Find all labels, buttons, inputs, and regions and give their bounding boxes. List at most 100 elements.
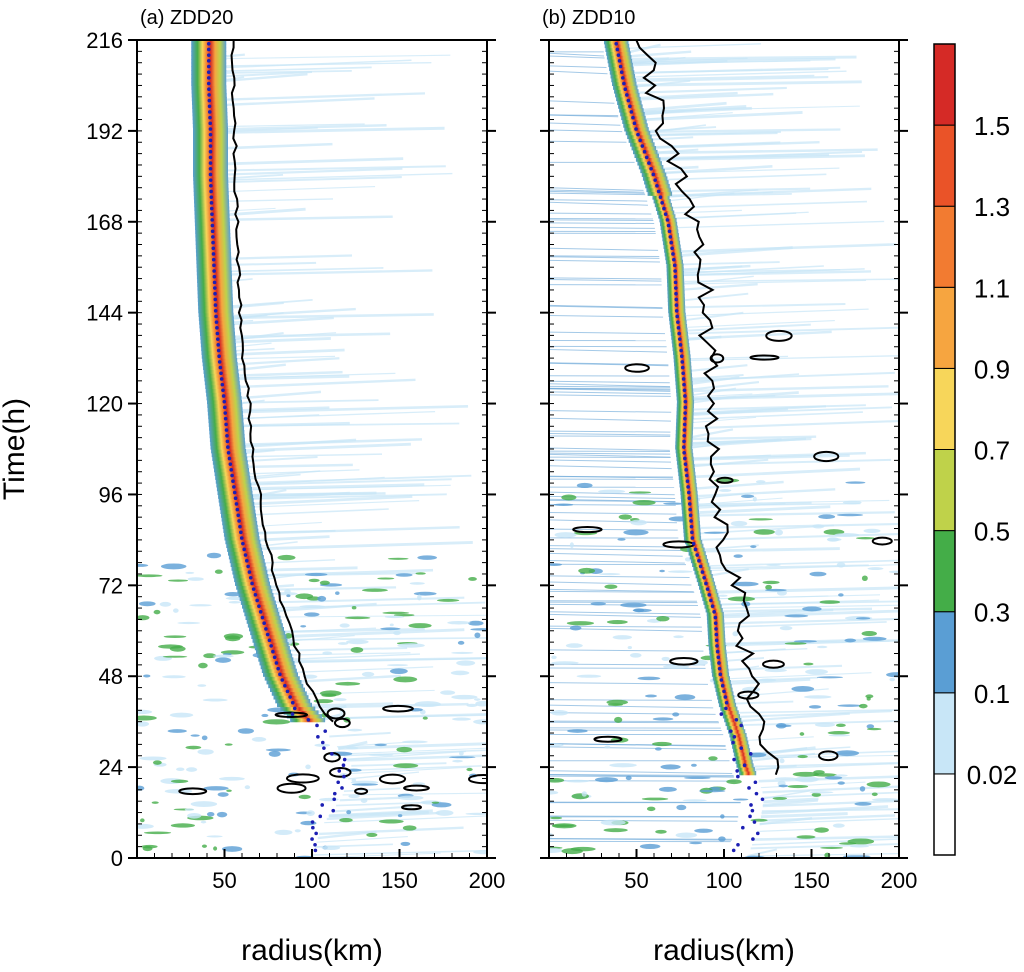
field-blob (206, 811, 215, 817)
field-band (733, 751, 751, 757)
field-blob (452, 759, 463, 763)
field-streak (549, 387, 671, 390)
field-streak (630, 68, 829, 74)
field-blob (202, 698, 228, 702)
field-streak (342, 747, 487, 755)
contour-loop (333, 717, 351, 729)
field-streak (693, 380, 760, 391)
field-streak (739, 710, 892, 718)
field-blob (137, 823, 154, 829)
field-blob (389, 623, 394, 627)
field-blob (551, 823, 577, 829)
rmw-point (223, 411, 228, 415)
rmw-point (728, 729, 733, 733)
field-blob (167, 729, 187, 733)
field-streak (683, 264, 751, 272)
field-blob (368, 753, 394, 757)
field-blob (417, 594, 422, 601)
rmw-point (331, 808, 336, 813)
field-band (689, 555, 707, 560)
rmw-point (634, 127, 638, 131)
field-band (196, 259, 232, 265)
field-band (627, 134, 652, 140)
field-blob (778, 784, 789, 788)
rmw-point (731, 848, 736, 853)
rmw-point (265, 632, 270, 637)
field-streak (625, 43, 762, 49)
field-band (672, 350, 691, 355)
field-blob (824, 776, 843, 780)
field-blob (779, 758, 785, 764)
field-streak (675, 212, 797, 220)
field-streak (549, 720, 719, 723)
rmw-point (215, 326, 219, 330)
field-streak (219, 165, 446, 172)
field-streak (684, 275, 754, 285)
field-blob (152, 760, 162, 765)
rmw-point (656, 189, 661, 194)
field-blob (466, 703, 478, 708)
field-blob (397, 643, 425, 648)
field-streak (224, 299, 313, 308)
field-band (665, 259, 683, 265)
rmw-point (285, 689, 290, 694)
field-blob (549, 847, 563, 853)
rmw-point (262, 621, 266, 626)
contour-loop (468, 774, 487, 785)
field-blob (170, 779, 189, 783)
rmw-point (748, 752, 753, 756)
field-streak (220, 207, 306, 217)
rmw-point (717, 661, 721, 665)
field-streak (549, 581, 692, 586)
field-streak (626, 43, 661, 54)
field-blob (576, 482, 593, 489)
field-blob (569, 625, 582, 631)
rmw-point (673, 280, 678, 285)
field-streak (549, 129, 623, 133)
field-streak (275, 627, 425, 634)
field-blob (689, 841, 703, 845)
field-band (201, 350, 237, 355)
field-streak (549, 394, 671, 397)
field-blob (632, 499, 656, 506)
field-blob (863, 528, 881, 533)
rmw-point (675, 314, 679, 319)
field-band (644, 180, 669, 185)
field-streak (728, 664, 843, 671)
field-streak (252, 541, 473, 551)
field-band (194, 202, 230, 208)
field-streak (219, 157, 404, 166)
field-blob (137, 709, 153, 715)
field-streak (549, 190, 645, 194)
x-tick-label: 200 (881, 868, 918, 893)
field-blob (606, 699, 629, 705)
field-band (635, 157, 661, 162)
field-blob (304, 612, 320, 617)
field-band (654, 202, 672, 208)
field-blob (818, 514, 836, 519)
field-band (676, 418, 694, 424)
field-blob (672, 712, 680, 717)
field-streak (549, 704, 714, 709)
field-streak (242, 483, 425, 491)
field-blob (691, 763, 697, 767)
field-blob (197, 684, 207, 687)
field-streak (236, 438, 423, 447)
rmw-point (313, 848, 318, 853)
rmw-point (731, 740, 735, 745)
rmw-point (213, 291, 217, 296)
field-streak (684, 278, 899, 283)
field-blob (862, 636, 887, 641)
rmw-point (283, 683, 287, 688)
field-streak (694, 458, 769, 468)
contour-loop (403, 784, 430, 792)
rmw-point (683, 399, 688, 404)
rmw-point (616, 53, 621, 57)
field-blob (305, 764, 311, 770)
rmw-point (209, 189, 213, 194)
field-streak (223, 269, 433, 276)
field-blob (393, 613, 415, 617)
field-band (193, 191, 229, 196)
field-streak (549, 52, 605, 57)
field-blob (663, 502, 684, 505)
